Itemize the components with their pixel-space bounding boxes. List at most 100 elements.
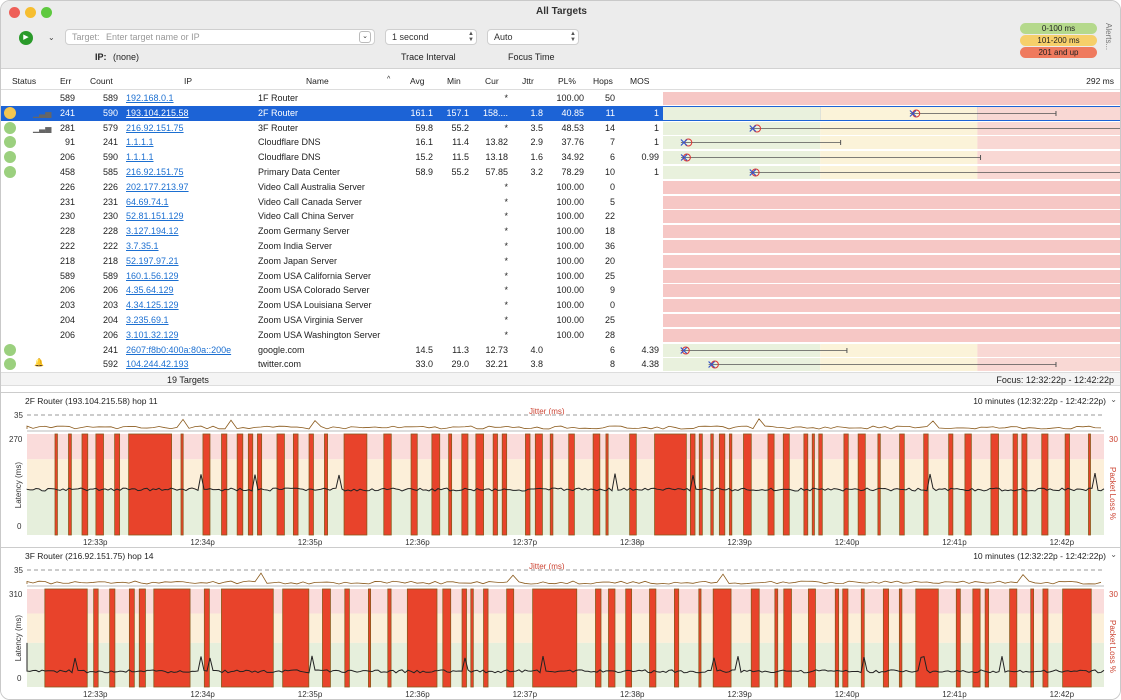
cell-count: 590 bbox=[102, 107, 118, 118]
table-row[interactable]: 206 590 1.1.1.1 Cloudflare DNS 15.2 11.5 13.18… bbox=[1, 150, 1120, 165]
table-row[interactable]: 228 228 3.127.194.12 Zoom Germany Server * 10… bbox=[1, 224, 1120, 239]
packet-loss-bar bbox=[882, 588, 889, 688]
zoom-button[interactable] bbox=[41, 7, 52, 18]
cell-ip[interactable]: 4.35.64.129 bbox=[126, 285, 174, 296]
col-mos[interactable]: MOS bbox=[630, 76, 650, 86]
cell-hops: 0 bbox=[609, 181, 615, 192]
cell-ip[interactable]: 64.69.74.1 bbox=[126, 196, 169, 207]
alerts-tab[interactable]: Alerts... bbox=[1104, 23, 1113, 51]
packet-loss-bar bbox=[114, 433, 121, 536]
table-row[interactable]: 204 204 3.235.69.1 Zoom USA Virginia Server… bbox=[1, 313, 1120, 328]
cell-ip[interactable]: 193.104.215.58 bbox=[126, 107, 189, 118]
packet-loss-bar bbox=[1041, 433, 1049, 536]
packet-loss-bar bbox=[649, 588, 657, 688]
table-row[interactable]: 230 230 52.81.151.129 Video Call China Serv… bbox=[1, 209, 1120, 224]
latency-mini-graph bbox=[663, 180, 1120, 194]
packet-loss-bar bbox=[343, 433, 368, 536]
cell-count: 592 bbox=[102, 359, 118, 370]
cell-ip[interactable]: 104.244.42.193 bbox=[126, 359, 189, 370]
table-row[interactable]: 206 206 4.35.64.129 Zoom USA Colorado Serve… bbox=[1, 283, 1120, 298]
chevron-down-icon[interactable]: ⌄ bbox=[1110, 550, 1117, 559]
cell-name: google.com bbox=[258, 344, 305, 355]
target-history-icon[interactable]: ⌄ bbox=[359, 31, 371, 43]
table-row[interactable]: ▁▃▅ 281 579 216.92.151.75 3F Router 59.8 55.2 *… bbox=[1, 121, 1120, 136]
table-row[interactable]: 226 226 202.177.213.97 Video Call Australia… bbox=[1, 180, 1120, 195]
table-row[interactable]: 218 218 52.197.97.21 Zoom Japan Server * 100.… bbox=[1, 254, 1120, 269]
col-min[interactable]: Min bbox=[447, 76, 461, 86]
cell-ip[interactable]: 3.7.35.1 bbox=[126, 241, 159, 251]
table-row[interactable]: 589 589 192.168.0.1 1F Router * 100.00 50 bbox=[1, 91, 1120, 106]
col-packet-loss[interactable]: PL% bbox=[558, 76, 576, 86]
col-cur[interactable]: Cur bbox=[485, 76, 499, 86]
packet-loss-bar bbox=[525, 433, 531, 536]
cell-hops: 50 bbox=[604, 93, 615, 103]
latency-band bbox=[977, 136, 1120, 150]
table-row[interactable]: 241 2607:f8b0:400a:80a::200e google.com 14.… bbox=[1, 343, 1120, 358]
stepper-icon[interactable]: ▲ ▼ bbox=[570, 31, 576, 43]
target-label: Target: bbox=[72, 32, 100, 42]
table-row[interactable]: 589 589 160.1.56.129 Zoom USA California Se… bbox=[1, 269, 1120, 284]
col-status[interactable]: Status bbox=[12, 76, 37, 86]
cell-mos: 1 bbox=[653, 167, 659, 177]
packet-loss-bar bbox=[595, 588, 602, 688]
cell-name: Zoom USA Washington Server bbox=[258, 329, 381, 340]
status-indicator bbox=[4, 166, 16, 178]
cell-ip[interactable]: 4.34.125.129 bbox=[126, 300, 179, 311]
cell-ip[interactable]: 2607:f8b0:400a:80a::200e bbox=[126, 344, 232, 355]
cell-ip[interactable]: 216.92.151.75 bbox=[126, 167, 184, 177]
col-name[interactable]: Name bbox=[306, 76, 329, 86]
cell-ip[interactable]: 1.1.1.1 bbox=[126, 137, 154, 148]
cell-ip[interactable]: 192.168.0.1 bbox=[126, 93, 174, 103]
cell-min: 55.2 bbox=[451, 122, 469, 133]
table-row[interactable]: 203 203 4.34.125.129 Zoom USA Louisiana Ser… bbox=[1, 298, 1120, 313]
col-hops[interactable]: Hops bbox=[593, 76, 613, 86]
cell-ip[interactable]: 3.235.69.1 bbox=[126, 315, 169, 325]
cell-ip[interactable]: 52.81.151.129 bbox=[126, 211, 184, 222]
timeline-chart-3f-router[interactable]: 3F Router (216.92.151.75) hop 14 10 minut… bbox=[1, 547, 1120, 699]
packet-loss-bar bbox=[128, 588, 135, 688]
bell-icon: 🔔 bbox=[34, 358, 44, 368]
table-row[interactable]: 206 206 3.101.32.129 Zoom USA Washington Se… bbox=[1, 328, 1120, 343]
table-row[interactable]: 222 222 3.7.35.1 Zoom India Server * 100.00 36 bbox=[1, 239, 1120, 254]
cell-ip[interactable]: 1.1.1.1 bbox=[126, 152, 154, 163]
cell-name: Video Call Canada Server bbox=[258, 196, 362, 207]
start-trace-button[interactable]: ▶ bbox=[19, 31, 33, 45]
target-input[interactable]: Target: Enter target name or IP ⌄ bbox=[65, 29, 375, 45]
packet-loss-bar bbox=[857, 433, 866, 536]
chevron-down-icon[interactable]: ⌄ bbox=[48, 33, 55, 42]
col-err[interactable]: Err bbox=[60, 76, 72, 86]
cell-hops: 11 bbox=[605, 107, 615, 118]
table-row[interactable]: 458 585 216.92.151.75 Primary Data Center 58… bbox=[1, 165, 1120, 180]
timeline-chart-2f-router[interactable]: 2F Router (193.104.215.58) hop 11 10 minu… bbox=[1, 392, 1120, 549]
table-row[interactable]: 231 231 64.69.74.1 Video Call Canada Server… bbox=[1, 195, 1120, 210]
cell-count: 206 bbox=[102, 329, 118, 340]
cell-ip[interactable]: 202.177.213.97 bbox=[126, 181, 189, 192]
focus-time-select[interactable]: Auto ▲ ▼ bbox=[487, 29, 579, 45]
stepper-icon[interactable]: ▲ ▼ bbox=[468, 31, 474, 43]
table-row[interactable]: 🔔 592 104.244.42.193 twitter.com 33.0 29.0 32.… bbox=[1, 357, 1120, 372]
close-button[interactable] bbox=[9, 7, 20, 18]
table-row[interactable]: ▁▃▅ 241 590 193.104.215.58 2F Router 161.1 157… bbox=[1, 105, 1120, 121]
col-count[interactable]: Count bbox=[90, 76, 113, 86]
cell-ip[interactable]: 52.197.97.21 bbox=[126, 255, 179, 266]
cell-jttr: 3.5 bbox=[530, 122, 543, 133]
cell-ip[interactable]: 216.92.151.75 bbox=[126, 122, 184, 133]
chart-range[interactable]: 10 minutes (12:32:22p - 12:42:22p) bbox=[973, 551, 1106, 561]
packet-loss-bar bbox=[324, 433, 328, 536]
chevron-down-icon[interactable]: ⌄ bbox=[1110, 395, 1117, 404]
legend-high: 201 and up bbox=[1020, 47, 1097, 58]
col-ip[interactable]: IP bbox=[184, 76, 193, 86]
minimize-button[interactable] bbox=[25, 7, 36, 18]
trace-interval-select[interactable]: 1 second ▲ ▼ bbox=[385, 29, 477, 45]
packet-loss-max-label: 30 bbox=[1109, 590, 1118, 599]
chart-range[interactable]: 10 minutes (12:32:22p - 12:42:22p) bbox=[973, 396, 1106, 406]
packet-loss-axis-label: Packet Loss % bbox=[1108, 620, 1117, 673]
cell-ip[interactable]: 3.127.194.12 bbox=[126, 226, 179, 237]
latency-mini-graph bbox=[663, 151, 1120, 165]
table-row[interactable]: 91 241 1.1.1.1 Cloudflare DNS 16.1 11.4 13.82 2… bbox=[1, 135, 1120, 150]
cell-ip[interactable]: 160.1.56.129 bbox=[126, 270, 179, 281]
cell-ip[interactable]: 3.101.32.129 bbox=[126, 329, 179, 340]
packet-loss-bar bbox=[221, 433, 228, 536]
col-avg[interactable]: Avg bbox=[410, 76, 425, 86]
col-jitter[interactable]: Jttr bbox=[522, 76, 534, 86]
